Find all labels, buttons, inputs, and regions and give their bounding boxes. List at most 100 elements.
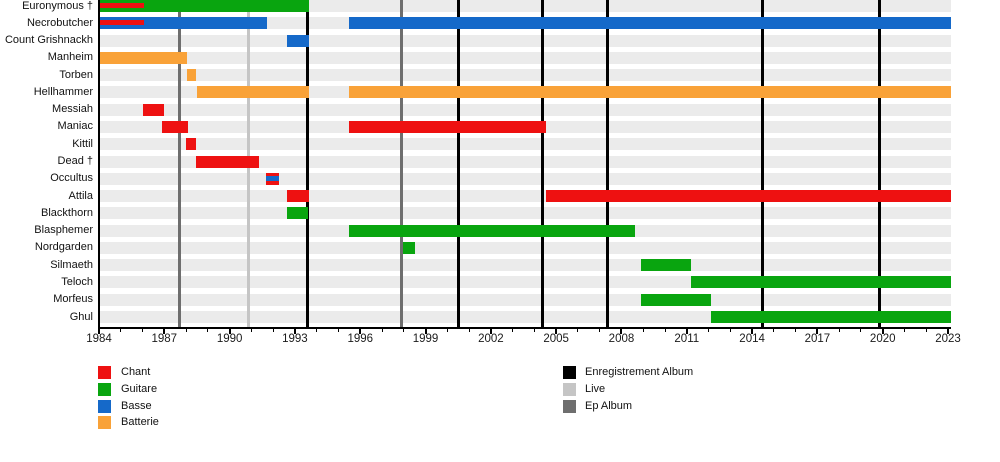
x-axis-minor-tick bbox=[925, 329, 927, 332]
row-band bbox=[100, 172, 951, 185]
timeline-bar-basse bbox=[349, 17, 952, 30]
x-axis-major-tick bbox=[163, 329, 166, 334]
timeline-bar-chant bbox=[162, 120, 189, 133]
member-label-occultus: Occultus bbox=[50, 172, 93, 185]
member-label-messiah: Messiah bbox=[52, 103, 93, 116]
timeline-bar-guitare bbox=[349, 224, 635, 237]
x-axis-minor-tick bbox=[773, 329, 775, 332]
x-axis-minor-tick bbox=[708, 329, 710, 332]
x-axis-minor-tick bbox=[795, 329, 797, 332]
x-axis-minor-tick bbox=[446, 329, 448, 332]
ep-album-line bbox=[178, 0, 182, 327]
studio-album-line bbox=[877, 0, 881, 327]
x-axis-major-tick bbox=[555, 329, 558, 334]
member-label-nordgarden: Nordgarden bbox=[34, 241, 93, 254]
x-axis-minor-tick bbox=[903, 329, 905, 332]
member-label-count-grishnackh: Count Grishnackh bbox=[4, 34, 93, 47]
x-tick-label: 1987 bbox=[151, 333, 178, 345]
x-tick-label: 2002 bbox=[478, 333, 504, 345]
member-label-attila: Attila bbox=[68, 189, 93, 202]
member-label-silmaeth: Silmaeth bbox=[50, 258, 93, 271]
x-axis-minor-tick bbox=[185, 329, 187, 332]
x-axis-minor-tick bbox=[642, 329, 644, 332]
x-tick-label: 1996 bbox=[347, 333, 374, 345]
x-axis-minor-tick bbox=[250, 329, 252, 332]
legend-label-enregistrement-album: Enregistrement Album bbox=[585, 366, 694, 378]
member-label-blackthorn: Blackthorn bbox=[41, 206, 93, 219]
row-band bbox=[100, 241, 951, 254]
member-label-maniac: Maniac bbox=[57, 120, 93, 133]
row-band bbox=[100, 103, 951, 116]
x-axis-major-tick bbox=[359, 329, 362, 334]
x-tick-label: 2014 bbox=[739, 333, 765, 345]
timeline-bar-batterie bbox=[196, 86, 310, 99]
x-tick-label: 1984 bbox=[86, 333, 112, 345]
legend-label-basse: Basse bbox=[121, 399, 152, 412]
studio-album-line bbox=[761, 0, 765, 327]
x-axis-minor-tick bbox=[120, 329, 122, 332]
member-label-euronymous: Euronymous † bbox=[22, 0, 93, 12]
legend-swatch-live bbox=[563, 382, 576, 396]
legend-swatch-ep-album bbox=[563, 399, 576, 413]
member-label-necrobutcher: Necrobutcher bbox=[26, 16, 93, 29]
timeline-bar-guitare bbox=[402, 241, 415, 254]
studio-album-line bbox=[306, 0, 310, 327]
x-axis-major-tick bbox=[293, 329, 296, 334]
x-axis-minor-tick bbox=[272, 329, 274, 332]
x-axis-line bbox=[98, 327, 951, 329]
x-axis-minor-tick bbox=[403, 329, 405, 332]
x-tick-label: 2020 bbox=[869, 333, 896, 345]
timeline-bar-guitare bbox=[691, 276, 952, 289]
x-axis-major-tick bbox=[228, 329, 231, 334]
studio-album-line bbox=[456, 0, 460, 327]
legend-label-batterie: Batterie bbox=[121, 416, 159, 429]
x-axis-minor-tick bbox=[838, 329, 840, 332]
row-band bbox=[100, 293, 951, 306]
x-axis-minor-tick bbox=[316, 329, 318, 332]
x-axis-minor-tick bbox=[337, 329, 339, 332]
ep-album-line bbox=[400, 0, 404, 327]
x-axis-major-tick bbox=[98, 329, 100, 334]
member-label-hellhammer: Hellhammer bbox=[33, 85, 93, 98]
member-label-morfeus: Morfeus bbox=[53, 293, 93, 306]
member-label-kittil: Kittil bbox=[72, 137, 93, 150]
timeline-bar-basse bbox=[287, 34, 310, 47]
x-axis-minor-tick bbox=[577, 329, 579, 332]
x-tick-label: 2005 bbox=[543, 333, 569, 345]
studio-album-line bbox=[540, 0, 544, 327]
x-axis-minor-tick bbox=[381, 329, 383, 332]
x-axis-minor-tick bbox=[468, 329, 470, 332]
x-axis-major-tick bbox=[816, 329, 819, 334]
member-label-ghul: Ghul bbox=[69, 310, 93, 323]
x-tick-label: 2011 bbox=[674, 333, 700, 345]
row-band bbox=[100, 51, 951, 64]
timeline-bar-chant bbox=[349, 120, 547, 133]
timeline-bar-chant bbox=[287, 190, 310, 203]
legend-label-ep-album: Ep Album bbox=[585, 399, 633, 412]
timeline-bar-guitare bbox=[99, 0, 310, 12]
timeline-bar-guitare bbox=[641, 259, 692, 272]
member-label-teloch: Teloch bbox=[61, 275, 93, 288]
timeline-bar-batterie bbox=[349, 86, 952, 99]
legend-label-guitare: Guitare bbox=[121, 382, 158, 395]
member-label-dead: Dead † bbox=[57, 155, 93, 168]
row-band bbox=[100, 34, 951, 47]
row-band bbox=[100, 138, 951, 151]
x-axis-major-tick bbox=[685, 329, 688, 334]
x-tick-label: 2008 bbox=[608, 333, 635, 345]
row-band bbox=[100, 0, 951, 12]
member-label-torben: Torben bbox=[59, 68, 93, 81]
x-axis-major-tick bbox=[424, 329, 427, 334]
legend-label-chant: Chant bbox=[121, 366, 151, 378]
timeline-bar-batterie bbox=[187, 69, 196, 82]
row-band bbox=[100, 259, 951, 272]
x-tick-label: 1990 bbox=[216, 333, 243, 345]
x-tick-label: 1999 bbox=[412, 333, 439, 345]
timeline-bar-batterie bbox=[99, 51, 188, 64]
timeline-bar-overlay-basse bbox=[265, 175, 279, 181]
x-tick-label: 2017 bbox=[804, 333, 831, 345]
timeline-bar-guitare bbox=[710, 311, 952, 324]
x-tick-label: 1993 bbox=[282, 333, 308, 345]
timeline-bar-guitare bbox=[641, 293, 711, 306]
timeline-bar-chant bbox=[142, 103, 165, 116]
